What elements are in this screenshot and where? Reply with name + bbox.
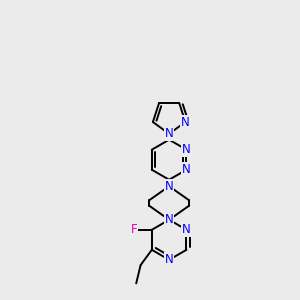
Text: N: N [182,163,191,176]
Text: N: N [182,143,191,156]
Text: N: N [165,253,173,266]
Text: F: F [131,223,137,236]
Text: N: N [165,213,173,226]
Text: N: N [181,116,190,128]
Text: N: N [165,180,173,193]
Text: N: N [165,127,173,140]
Text: N: N [182,223,191,236]
